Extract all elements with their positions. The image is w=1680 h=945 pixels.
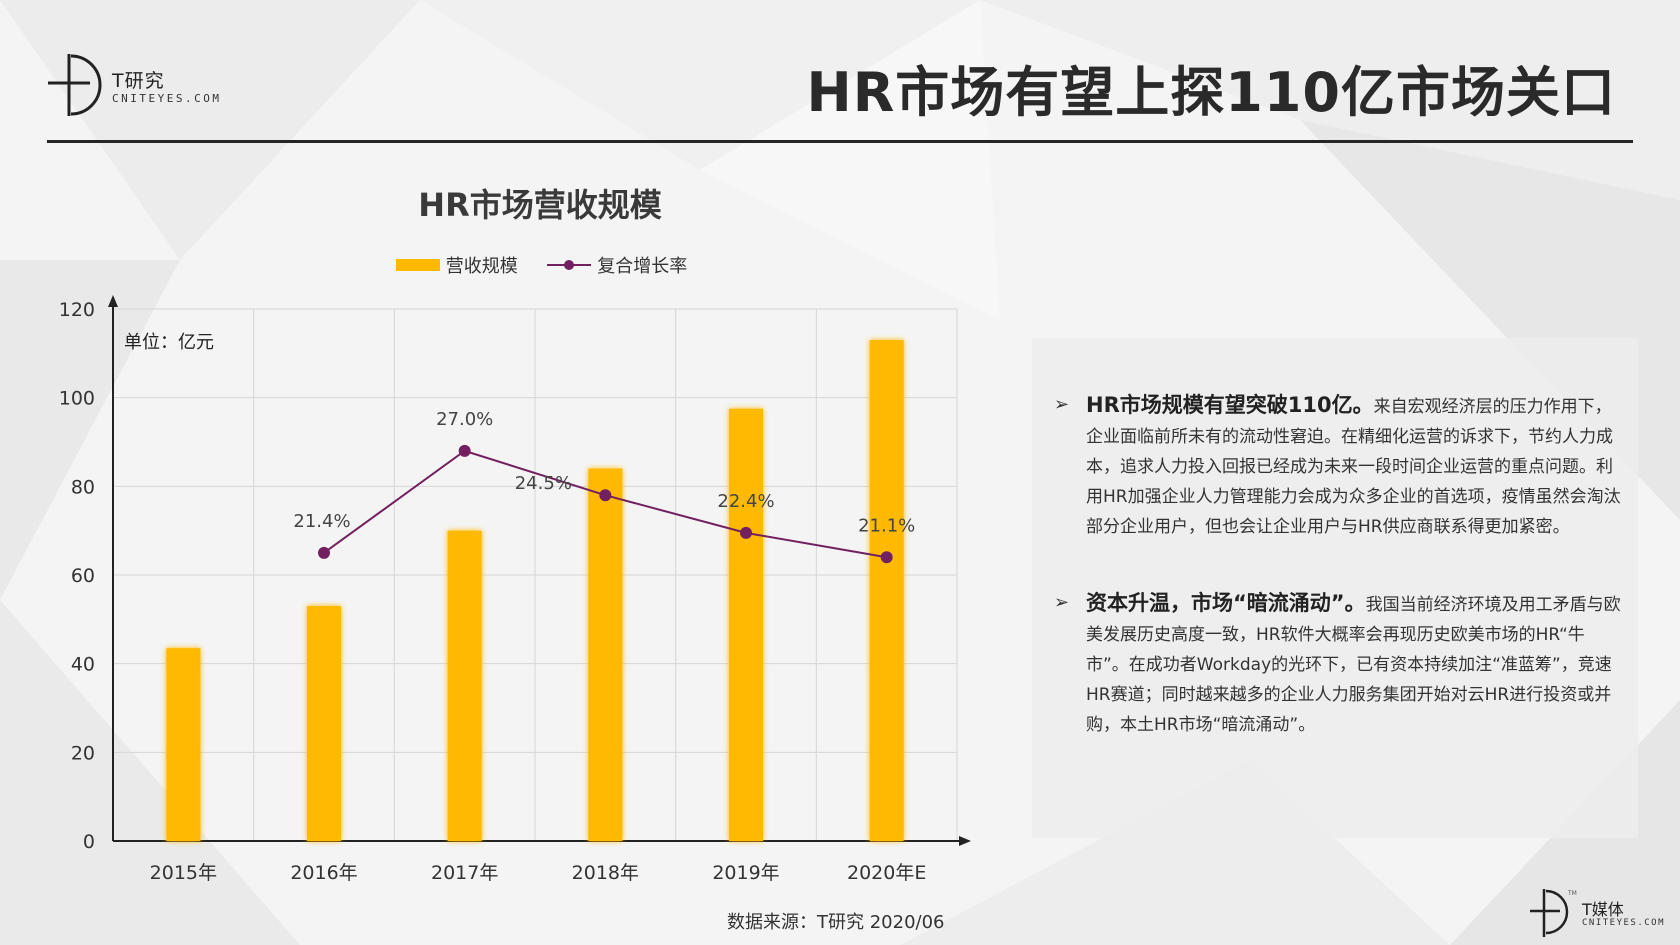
bullet-2-text: 我国当前经济环境及用工矛盾与欧美发展历史高度一致，HR软件大概率会再现历史欧美市… [1086,595,1621,735]
growth-point-2019年 [740,526,752,539]
y-tick-label: 0 [83,831,95,853]
x-tick-label: 2016年 [290,862,357,884]
bar-2017年 [447,530,482,841]
y-tick-label: 60 [71,565,95,587]
legend-bar-swatch [396,259,440,271]
x-axis-arrow-icon [959,836,971,846]
y-tick-label: 80 [71,476,95,498]
growth-data-label: 21.4% [293,511,350,532]
insight-bullet-1: ➢ HR市场规模有望突破110亿。来自宏观经济层的压力作用下，企业面临前所未有的… [1054,390,1624,542]
brand-name: T研究 [112,70,165,92]
x-tick-label: 2020年E [847,862,926,884]
insight-bullet-2: ➢ 资本升温，市场“暗流涌动”。我国当前经济环境及用工矛盾与欧美发展历史高度一致… [1054,588,1624,740]
x-tick-label: 2015年 [150,862,217,884]
legend-line-label: 复合增长率 [597,256,688,277]
growth-data-label: 21.1% [858,515,915,536]
growth-point-2016年 [318,546,330,559]
trademark-mark: TM [1567,890,1577,897]
bar-2020年E [869,340,904,841]
insight-panel [1032,338,1638,838]
chart-title: HR市场营收规模 [418,186,662,224]
page-title: HR市场有望上探110亿市场关口 [806,61,1616,124]
growth-data-label: 27.0% [436,409,493,430]
y-tick-label: 100 [59,388,95,410]
bar-2019年 [729,408,763,841]
y-axis-arrow-icon [108,295,118,307]
bar-2015年 [166,648,201,841]
growth-point-2020年E [880,551,893,564]
footer-logo-mark: TM [1530,889,1577,937]
chart-legend: 营收规模 复合增长率 [396,252,688,277]
y-tick-label: 40 [71,654,95,676]
chart-unit-label: 单位：亿元 [124,332,214,353]
legend-line-swatch [547,260,592,270]
y-tick-label: 120 [59,299,95,321]
bullet-1-text: 来自宏观经济层的压力作用下，企业面临前所未有的流动性窘迫。在精细化运营的诉求下，… [1086,397,1621,537]
x-tick-label: 2019年 [712,862,779,884]
arrow-bullet-icon: ➢ [1054,394,1070,415]
arrow-bullet-icon: ➢ [1054,592,1070,613]
growth-data-label: 22.4% [717,491,774,512]
x-tick-label: 2018年 [572,862,639,884]
bullet-1-lead: HR市场规模有望突破110亿。 [1086,393,1374,417]
brand-logo-mark [48,54,102,116]
footer-brand-subtitle: CNITEYES.COM [1582,918,1666,928]
growth-point-2018年 [599,489,612,502]
footer-brand-name: T媒体 [1582,900,1624,919]
x-tick-label: 2017年 [431,862,498,884]
brand-subtitle: CNITEYES.COM [112,92,222,105]
bar-2018年 [588,468,623,841]
title-divider [47,140,1633,143]
bar-2016年 [307,606,341,841]
growth-data-label: 24.5% [515,473,572,494]
y-tick-label: 20 [71,742,95,764]
legend-bar-label: 营收规模 [445,256,518,277]
bullet-2-lead: 资本升温，市场“暗流涌动”。 [1086,591,1366,615]
growth-point-2017年 [458,444,471,457]
data-source: 数据来源：T研究 2020/06 [727,912,945,933]
